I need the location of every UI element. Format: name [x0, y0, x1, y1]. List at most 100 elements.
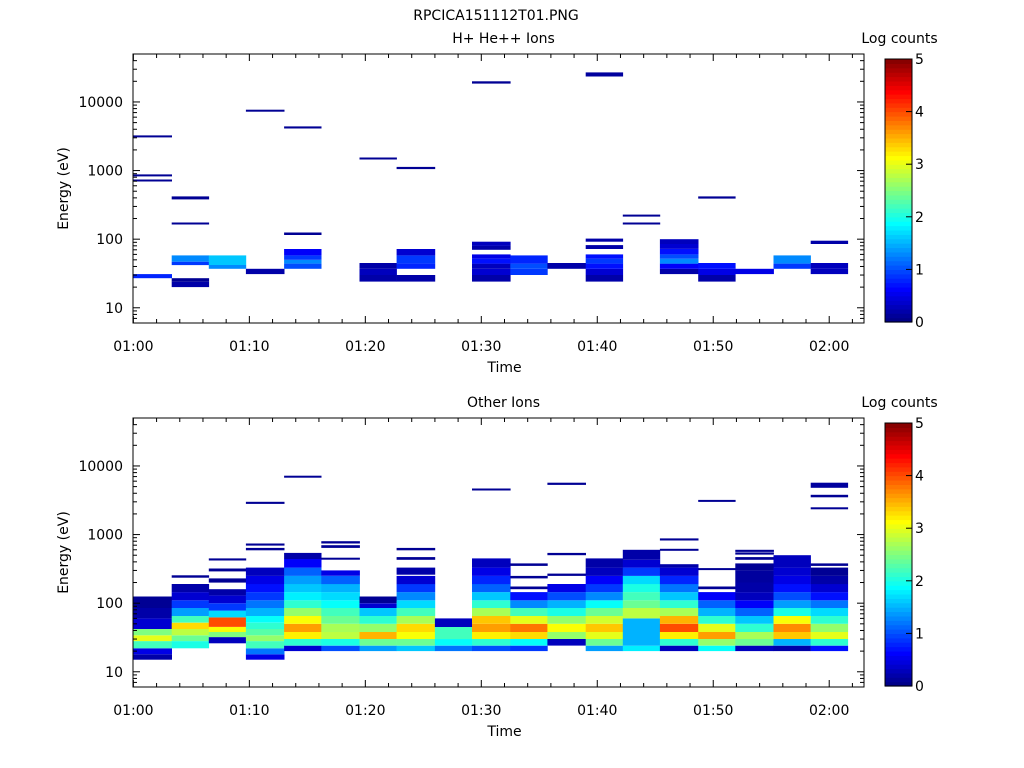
colorbar-band	[885, 536, 912, 542]
heatmap-cell	[284, 600, 322, 608]
colorbar-band	[885, 120, 912, 126]
heatmap-cell	[622, 222, 661, 225]
colorbar-band	[885, 664, 912, 670]
heatmap-cell	[810, 263, 849, 269]
colorbar-frame	[884, 422, 913, 687]
heatmap-cell	[659, 623, 699, 632]
heatmap-cell	[359, 275, 397, 282]
colorbar-band	[885, 440, 912, 446]
heatmap-cell	[284, 632, 322, 639]
heatmap-cell	[171, 622, 210, 630]
colorbar-band	[885, 423, 912, 428]
heatmap-cell	[321, 645, 360, 652]
heatmap-cell	[735, 623, 774, 632]
heatmap-cell	[245, 641, 285, 649]
colorbar-band	[885, 89, 912, 95]
colorbar-band	[885, 142, 912, 148]
colorbar-band	[885, 216, 912, 222]
heatmap-cell	[810, 268, 849, 275]
colorbar-tick-label: 0	[915, 315, 924, 331]
heatmap-cell	[547, 632, 586, 639]
heatmap-cell	[208, 568, 247, 572]
colorbar-band	[885, 515, 912, 521]
colorbar-band	[885, 501, 912, 507]
heatmap-cell	[171, 629, 210, 636]
heatmap-cell	[773, 600, 811, 608]
colorbar-band	[885, 585, 912, 591]
heatmap-cell	[434, 645, 473, 652]
heatmap-cell	[622, 592, 661, 601]
heatmap-cell	[773, 639, 811, 646]
heatmap-cell	[547, 639, 586, 646]
heatmap-cell	[659, 254, 699, 259]
colorbar-band	[885, 493, 912, 499]
heatmap-cell	[698, 616, 736, 624]
colorbar-tick-label: 0	[915, 679, 924, 695]
colorbar-band	[885, 172, 912, 178]
heatmap-cell	[735, 549, 774, 552]
x-tick-label: 01:00	[113, 703, 153, 719]
heatmap-cell	[245, 109, 285, 112]
heatmap-cell	[735, 592, 774, 601]
heatmap-cell	[284, 255, 322, 260]
colorbar-band	[885, 462, 912, 468]
heatmap-cell	[773, 584, 811, 593]
colorbar-band	[885, 111, 912, 117]
heatmap-cell	[547, 608, 586, 616]
heatmap-cell	[547, 573, 586, 576]
colorbar-band	[885, 510, 912, 516]
colorbar-band	[885, 59, 912, 64]
heatmap-cell	[810, 494, 849, 498]
colorbar-band	[885, 181, 912, 187]
colorbar-band	[885, 286, 912, 292]
heatmap-cell	[359, 632, 397, 639]
heatmap-cell	[510, 608, 548, 616]
colorbar-tick-label: 2	[915, 574, 924, 590]
colorbar: 0 1 2 3 4 5 Log counts	[861, 31, 937, 331]
heatmap-cell	[659, 538, 699, 541]
heatmap-cell	[773, 255, 811, 264]
panel-title: Other Ions	[467, 395, 540, 411]
colorbar-band	[885, 453, 912, 459]
heatmap-cell	[171, 600, 210, 608]
heatmap-cell	[472, 632, 511, 639]
heatmap-cell	[622, 645, 661, 652]
heatmap-cell	[659, 608, 699, 616]
heatmap-cell	[284, 608, 322, 616]
heatmap-cell	[735, 616, 774, 624]
heatmap-cell	[585, 72, 624, 77]
heatmap-cell	[284, 567, 322, 576]
heatmap-cell	[396, 600, 436, 608]
heatmap-cell	[622, 549, 661, 560]
heatmap-cell	[585, 616, 624, 624]
colorbar-band	[885, 471, 912, 477]
heatmap-cell	[810, 600, 849, 608]
heatmap-cell	[359, 623, 397, 632]
heatmap-cell	[698, 586, 736, 590]
heatmap-cell	[735, 570, 774, 583]
heatmap-cell	[208, 603, 247, 611]
x-axis-label: Time	[486, 724, 521, 740]
heatmap-cell	[245, 575, 285, 585]
heatmap-cell	[133, 648, 172, 655]
heatmap-cell	[434, 639, 473, 646]
heatmap-cell	[171, 222, 210, 225]
colorbar-band	[885, 637, 912, 643]
heatmap-cell	[698, 268, 736, 275]
colorbar-band	[885, 528, 912, 534]
heatmap-cell	[359, 645, 397, 652]
colorbar: 0 1 2 3 4 5 Log counts	[861, 395, 937, 695]
heatmap-cell	[284, 126, 322, 129]
colorbar-band	[885, 186, 912, 192]
heatmap-cell	[245, 616, 285, 623]
heatmap-cell	[284, 639, 322, 646]
heatmap-cell	[472, 254, 511, 259]
colorbar-band	[885, 85, 912, 91]
heatmap-cell	[434, 627, 473, 640]
heatmap-cell	[284, 616, 322, 624]
colorbar-band	[885, 558, 912, 564]
heatmap-cell	[773, 616, 811, 624]
heatmap-cell	[622, 575, 661, 585]
colorbar-band	[885, 497, 912, 503]
